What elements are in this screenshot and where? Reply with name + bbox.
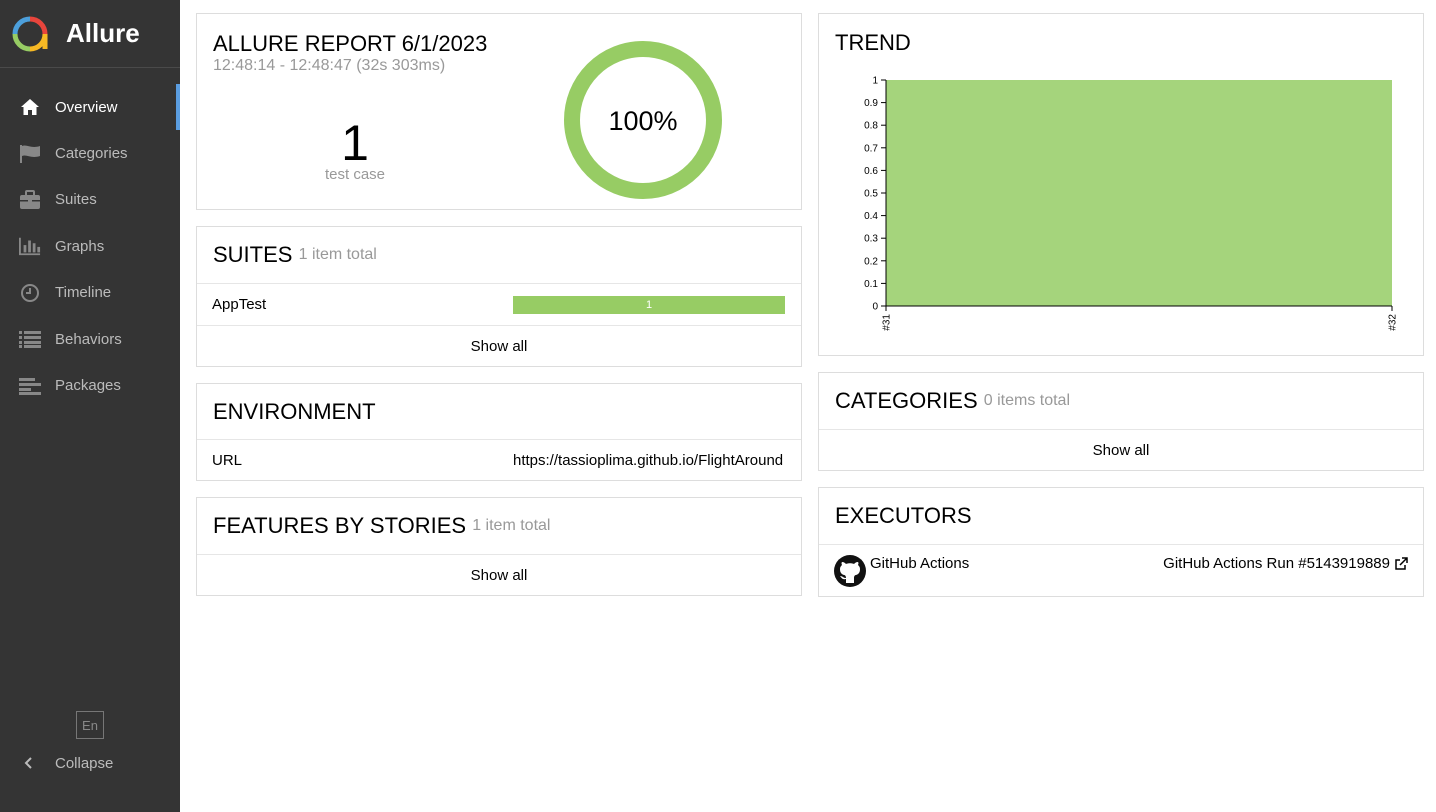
environment-widget: ENVIRONMENT URL https://tassioplima.gith… xyxy=(196,383,802,481)
features-show-all-button[interactable]: Show all xyxy=(197,554,801,596)
suites-show-all-button[interactable]: Show all xyxy=(197,325,801,366)
sidebar-item-label: Packages xyxy=(55,377,121,395)
y-tick-label: 0 xyxy=(872,302,878,313)
sidebar-item-suites[interactable]: Suites xyxy=(0,177,180,223)
summary-widget: ALLURE REPORT 6/1/2023 12:48:14 - 12:48:… xyxy=(196,13,802,210)
features-title: FEATURES BY STORIES xyxy=(213,513,467,538)
github-icon xyxy=(834,555,866,587)
trend-area-series[interactable] xyxy=(886,80,1392,306)
suites-title: SUITES xyxy=(213,242,293,267)
report-time: 12:48:14 - 12:48:47 (32s 303ms) xyxy=(213,57,446,74)
suites-widget: SUITES 1 item total AppTest 1 Show all xyxy=(196,226,802,367)
language-button[interactable]: En xyxy=(76,711,104,739)
sidebar-item-label: Timeline xyxy=(55,284,112,302)
environment-title: ENVIRONMENT xyxy=(213,398,376,424)
allure-logo xyxy=(12,16,48,51)
categories-subtitle: 0 items total xyxy=(983,392,1071,409)
test-case-count: 1 xyxy=(341,115,369,171)
sidebar-nav: Overview Categories Suites Graphs Timeli… xyxy=(0,84,180,409)
y-tick-label: 0.6 xyxy=(864,166,878,177)
bar-chart-icon xyxy=(19,236,41,256)
x-tick-label: #31 xyxy=(882,314,893,331)
sidebar-item-timeline[interactable]: Timeline xyxy=(0,270,180,316)
sidebar-item-packages[interactable]: Packages xyxy=(0,362,180,408)
status-donut-chart[interactable]: 100% xyxy=(563,40,723,200)
suite-status-bar[interactable]: 1 xyxy=(513,296,785,314)
features-subtitle: 1 item total xyxy=(472,517,551,534)
table-row[interactable]: AppTest 1 xyxy=(197,283,801,325)
env-value: https://tassioplima.github.io/FlightArou… xyxy=(513,452,784,469)
donut-passed-segment[interactable] xyxy=(564,41,722,199)
env-key: URL xyxy=(212,452,243,469)
trend-title: TREND xyxy=(835,30,911,55)
sidebar-item-label: Graphs xyxy=(55,237,105,255)
y-tick-label: 0.8 xyxy=(864,121,878,132)
donut-percent: 100% xyxy=(608,106,677,136)
categories-widget: CATEGORIES 0 items total Show all xyxy=(818,372,1424,471)
collapse-button[interactable]: Collapse xyxy=(0,744,180,782)
home-icon xyxy=(19,97,41,117)
test-case-label: test case xyxy=(324,166,386,183)
executors-widget: EXECUTORS GitHub Actions GitHub Actions … xyxy=(818,487,1424,597)
y-tick-label: 0.1 xyxy=(864,279,878,290)
executor-name: GitHub Actions xyxy=(870,555,970,572)
chevron-left-icon xyxy=(24,757,32,769)
sidebar-item-behaviors[interactable]: Behaviors xyxy=(0,316,180,362)
sidebar-item-graphs[interactable]: Graphs xyxy=(0,223,180,269)
sidebar: Allure Overview Categories Suites Graphs xyxy=(0,0,180,812)
list-icon xyxy=(19,329,41,349)
executor-row: GitHub Actions GitHub Actions Run #51439… xyxy=(819,544,1423,596)
y-tick-label: 0.7 xyxy=(864,143,878,154)
clock-icon xyxy=(19,283,41,303)
flag-icon xyxy=(19,144,41,164)
suites-header: SUITES 1 item total xyxy=(197,227,801,283)
x-tick-label: #32 xyxy=(1388,314,1399,331)
y-tick-label: 0.9 xyxy=(864,98,878,109)
sidebar-item-categories[interactable]: Categories xyxy=(0,130,180,176)
brand[interactable]: Allure xyxy=(0,0,180,68)
sidebar-item-label: Suites xyxy=(55,191,97,209)
align-left-icon xyxy=(19,376,41,396)
external-link-icon xyxy=(1395,556,1408,570)
app-name: Allure xyxy=(66,18,140,48)
executor-run-label: GitHub Actions Run #5143919889 xyxy=(1163,555,1390,572)
y-tick-label: 0.2 xyxy=(864,256,878,267)
categories-header: CATEGORIES 0 items total xyxy=(819,373,1423,429)
sidebar-item-overview[interactable]: Overview xyxy=(0,84,180,131)
briefcase-icon xyxy=(19,189,41,210)
sidebar-item-label: Overview xyxy=(55,98,118,116)
features-widget: FEATURES BY STORIES 1 item total Show al… xyxy=(196,497,802,596)
categories-title: CATEGORIES xyxy=(835,388,978,413)
sidebar-item-label: Behaviors xyxy=(55,330,122,348)
y-tick-label: 1 xyxy=(872,76,878,87)
y-tick-label: 0.5 xyxy=(864,189,878,200)
features-header: FEATURES BY STORIES 1 item total xyxy=(197,498,801,554)
trend-chart[interactable]: 0 0.1 0.2 0.3 0.4 0.5 0.6 0.7 0.8 0.9 1 #31 #32 xyxy=(819,14,1423,355)
y-tick-label: 0.4 xyxy=(864,211,878,222)
categories-show-all-button[interactable]: Show all xyxy=(819,429,1423,470)
executor-run-link[interactable]: GitHub Actions Run #5143919889 xyxy=(1163,555,1408,572)
collapse-label: Collapse xyxy=(55,754,114,772)
executors-title: EXECUTORS xyxy=(835,503,972,528)
sidebar-item-label: Categories xyxy=(55,145,128,163)
suite-name: AppTest xyxy=(212,296,267,313)
y-tick-label: 0.3 xyxy=(864,234,878,245)
table-row: URL https://tassioplima.github.io/Flight… xyxy=(197,439,801,481)
trend-widget: TREND 0 0.1 0.2 0.3 0.4 0.5 0.6 0.7 0.8 0.9 1 #31 #3… xyxy=(818,13,1424,356)
report-title: ALLURE REPORT 6/1/2023 xyxy=(213,31,488,56)
suites-subtitle: 1 item total xyxy=(298,246,377,263)
